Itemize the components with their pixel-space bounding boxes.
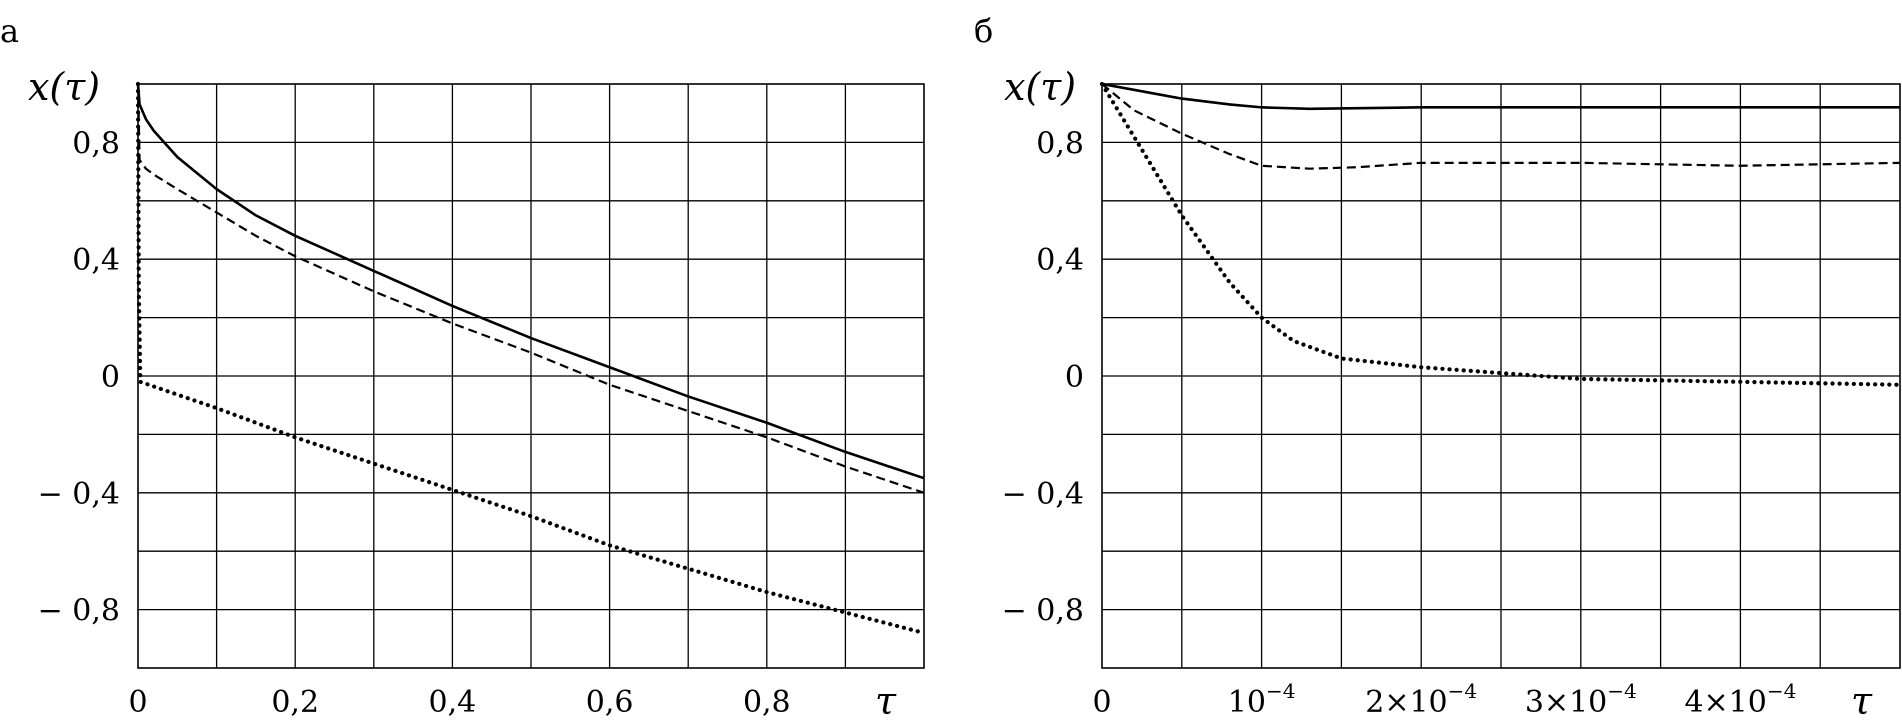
y-tick-label: 0,4	[1036, 243, 1084, 278]
panel-label: а	[0, 12, 19, 50]
x-tick-label: 0,2	[271, 685, 319, 720]
y-tick-label: − 0,4	[1002, 477, 1084, 512]
x-tick-label: 0	[128, 685, 147, 720]
x-tick-label: 10−4	[1228, 679, 1296, 720]
series-line-dashed	[1101, 83, 1901, 170]
x-tick-label: 3×10−4	[1525, 679, 1637, 720]
x-tick-label: 0,8	[743, 685, 791, 720]
x-tick-label: 2×10−4	[1365, 679, 1477, 720]
series-line-solid	[136, 83, 925, 480]
y-tick-label: 0	[1065, 360, 1084, 395]
series-line-solid	[1101, 82, 1900, 111]
y-tick-label: 0,8	[1036, 126, 1084, 161]
y-tick-label: − 0,8	[1002, 594, 1084, 629]
x-axis-label: τ	[875, 679, 897, 723]
y-tick-label: − 0,4	[38, 477, 120, 512]
panel-a: 0,8 0,4 0 − 0,4 − 0,8 0 0,2 0,4 0,6 0,8 x(τ) τ а	[0, 12, 927, 723]
series-line-dotted	[1099, 81, 1902, 387]
y-tick-label: − 0,8	[38, 594, 120, 629]
y-tick-label: 0,4	[72, 243, 120, 278]
grid	[138, 84, 924, 668]
plot-frame	[137, 83, 925, 669]
x-tick-label: 0,4	[429, 685, 477, 720]
plot-frame	[1101, 83, 1901, 669]
x-tick-label: 4×10−4	[1684, 679, 1796, 720]
x-tick-label: 0,6	[586, 685, 634, 720]
x-tick-label: 0	[1092, 685, 1111, 720]
y-axis-label: x(τ)	[28, 65, 100, 109]
y-axis-label: x(τ)	[1004, 65, 1076, 109]
grid	[1102, 84, 1900, 668]
y-tick-label: 0,8	[72, 126, 120, 161]
x-axis-label: τ	[1851, 679, 1873, 723]
panel-b: 0,8 0,4 0 − 0,4 − 0,8 0 10−4 2×10−4 3×10−4 4×10−4…	[974, 12, 1902, 723]
series-line-dotted	[135, 81, 927, 636]
panel-label: б	[974, 12, 993, 50]
series-line-dashed	[136, 83, 925, 494]
y-tick-label: 0	[101, 360, 120, 395]
